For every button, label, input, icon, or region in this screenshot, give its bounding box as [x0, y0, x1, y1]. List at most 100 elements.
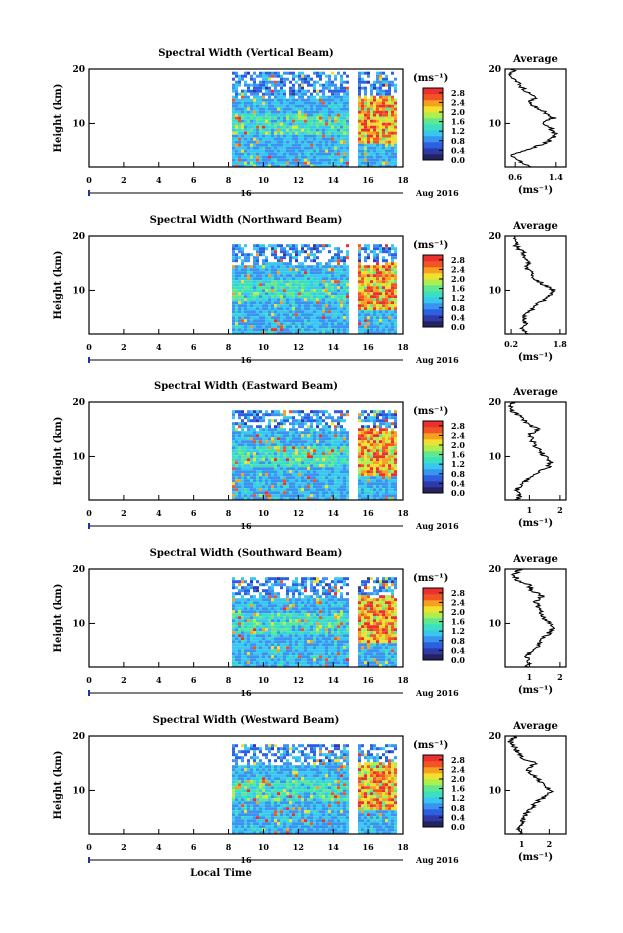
colorbar-unit: (ms⁻¹) — [413, 240, 448, 251]
y-axis-label: Height (km) — [53, 751, 64, 820]
y-tick-label: 10 — [72, 786, 85, 796]
colorbar-tick-label: 1.2 — [451, 126, 465, 136]
average-title: Average — [512, 54, 558, 65]
colorbar: (ms⁻¹)2.82.42.01.61.20.80.40.0 — [413, 740, 465, 832]
x-tick-label: 0 — [86, 342, 92, 352]
colorbar-tick-label: 0.4 — [451, 645, 465, 655]
colorbar-swatch — [423, 303, 443, 309]
x-tick-label: 16 — [363, 175, 375, 185]
colorbar-swatch — [423, 154, 443, 160]
colorbar-tick-label: 1.6 — [451, 617, 465, 627]
heatmap — [232, 244, 397, 334]
colorbar: (ms⁻¹)2.82.42.01.61.20.80.40.0 — [413, 573, 465, 665]
x-tick-label: 4 — [156, 342, 162, 352]
panel-2: Spectral Width (Northward Beam)Height (k… — [53, 215, 567, 365]
average-profile-line — [512, 569, 554, 667]
x-tick-label: 14 — [328, 508, 340, 518]
colorbar-swatch — [423, 112, 443, 118]
colorbar-swatch — [423, 648, 443, 654]
average-x-label: (ms⁻¹) — [518, 185, 553, 196]
colorbar-swatch — [423, 279, 443, 285]
x-tick-label: 16 — [363, 842, 375, 852]
colorbar-swatch — [423, 624, 443, 630]
y-tick-label: 20 — [72, 732, 85, 742]
y-tick-label: 20 — [72, 565, 85, 575]
colorbar-swatch — [423, 100, 443, 106]
x-tick-label: 16 — [363, 342, 375, 352]
colorbar-tick-label: 2.0 — [451, 774, 465, 784]
date-day: 16 — [240, 355, 252, 365]
average-x-label: (ms⁻¹) — [518, 852, 553, 863]
average-frame — [505, 236, 566, 334]
colorbar: (ms⁻¹)2.82.42.01.61.20.80.40.0 — [413, 406, 465, 498]
colorbar-tick-label: 0.0 — [451, 322, 465, 332]
colorbar-tick-label: 1.2 — [451, 293, 465, 303]
colorbar-swatch — [423, 445, 443, 451]
x-tick-label: 10 — [258, 342, 270, 352]
average-title: Average — [512, 387, 558, 398]
colorbar-tick-label: 1.6 — [451, 117, 465, 127]
colorbar-tick-label: 1.6 — [451, 784, 465, 794]
average-y-tick-label: 20 — [488, 65, 501, 75]
average-x-tick-label: 0.6 — [508, 172, 522, 182]
colorbar-swatch — [423, 315, 443, 321]
colorbar-swatch — [423, 642, 443, 648]
colorbar-swatch — [423, 654, 443, 660]
average-frame — [505, 69, 566, 167]
colorbar-swatch — [423, 106, 443, 112]
y-axis-label: Height (km) — [53, 584, 64, 653]
x-tick-label: 2 — [121, 675, 127, 685]
x-tick-label: 12 — [293, 508, 304, 518]
colorbar-tick-label: 0.0 — [451, 655, 465, 665]
colorbar-swatch — [423, 606, 443, 612]
colorbar-swatch — [423, 773, 443, 779]
average-y-tick-label: 20 — [488, 232, 501, 242]
colorbar-tick-label: 2.8 — [451, 421, 465, 431]
y-axis-label: Height (km) — [53, 84, 64, 153]
x-tick-label: 18 — [397, 842, 409, 852]
y-tick-label: 20 — [72, 65, 85, 75]
average-x-tick-label: 2 — [557, 505, 563, 515]
colorbar-tick-label: 0.8 — [451, 303, 465, 313]
x-tick-label: 8 — [226, 508, 232, 518]
average-frame — [505, 402, 566, 500]
average-y-tick-label: 10 — [488, 119, 501, 129]
colorbar-swatch — [423, 148, 443, 154]
colorbar-swatch — [423, 142, 443, 148]
date-month: Aug 2016 — [415, 188, 459, 198]
colorbar: (ms⁻¹)2.82.42.01.61.20.80.40.0 — [413, 240, 465, 332]
colorbar-swatch — [423, 291, 443, 297]
colorbar-tick-label: 0.4 — [451, 478, 465, 488]
average-y-tick-label: 10 — [488, 452, 501, 462]
date-day: 16 — [240, 855, 252, 865]
colorbar-unit: (ms⁻¹) — [413, 573, 448, 584]
y-tick-label: 20 — [72, 232, 85, 242]
colorbar-tick-label: 2.8 — [451, 755, 465, 765]
y-tick-label: 10 — [72, 452, 85, 462]
x-tick-label: 0 — [86, 842, 92, 852]
x-tick-label: 6 — [191, 675, 197, 685]
panel-title: Spectral Width (Southward Beam) — [150, 548, 343, 559]
x-tick-label: 12 — [293, 842, 304, 852]
average-x-label: (ms⁻¹) — [518, 352, 553, 363]
colorbar-swatch — [423, 767, 443, 773]
x-tick-label: 10 — [258, 175, 270, 185]
x-tick-label: 4 — [156, 508, 162, 518]
colorbar-swatch — [423, 469, 443, 475]
x-tick-label: 12 — [293, 175, 304, 185]
x-tick-label: 8 — [226, 842, 232, 852]
average-title: Average — [512, 221, 558, 232]
average-profile-line — [514, 236, 556, 334]
x-tick-label: 0 — [86, 175, 92, 185]
colorbar-swatch — [423, 600, 443, 606]
colorbar-tick-label: 2.4 — [451, 764, 465, 774]
average-y-tick-label: 10 — [488, 786, 501, 796]
x-tick-label: 4 — [156, 842, 162, 852]
y-axis-label: Height (km) — [53, 417, 64, 486]
average-title: Average — [512, 721, 558, 732]
